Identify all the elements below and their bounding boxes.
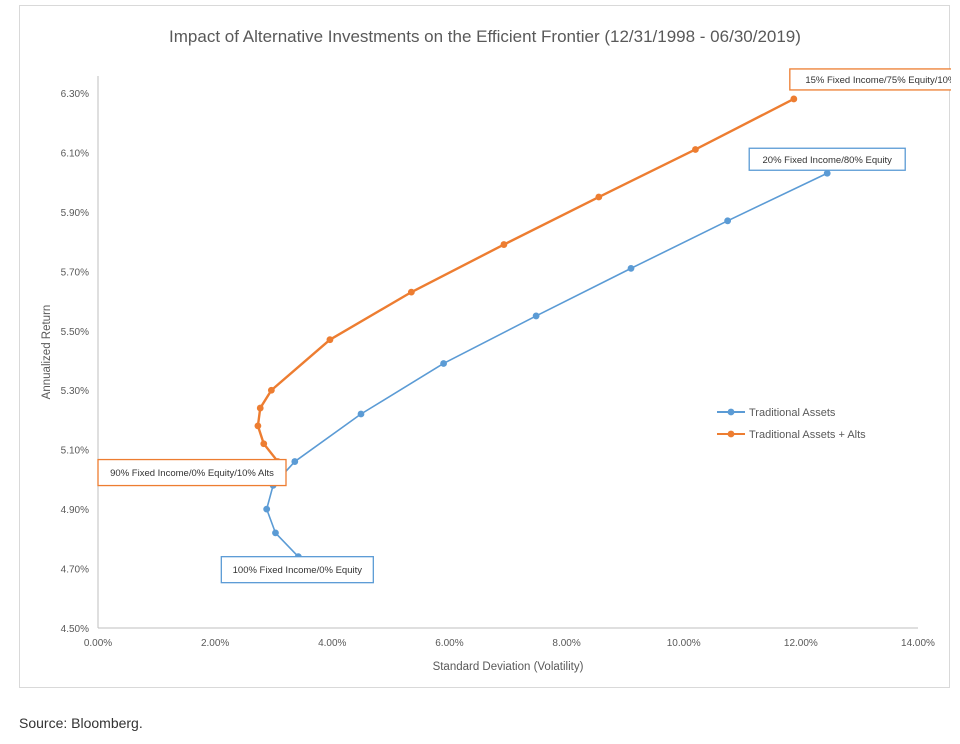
series-layer xyxy=(254,95,831,561)
callout-3: 90% Fixed Income/0% Equity/10% Alts xyxy=(97,458,287,487)
y-tick-label: 5.30% xyxy=(61,386,89,397)
series-line xyxy=(265,172,828,558)
y-tick-label: 5.50% xyxy=(61,327,89,338)
data-point xyxy=(595,193,603,201)
chart-title: Impact of Alternative Investments on the… xyxy=(169,27,801,46)
chart-frame: Impact of Alternative Investments on the… xyxy=(19,5,951,688)
y-tick-label: 4.50% xyxy=(61,624,89,635)
y-tick-label: 5.90% xyxy=(61,208,89,219)
legend-label: Traditional Assets + Alts xyxy=(749,429,866,441)
data-point xyxy=(267,386,275,394)
axes xyxy=(97,76,918,629)
y-tick-label: 5.10% xyxy=(61,446,89,457)
series-traditional-assets-alts xyxy=(254,95,798,465)
x-tick-label: 4.00% xyxy=(318,638,346,649)
y-axis-label: Annualized Return xyxy=(41,305,53,400)
callout-label: 15% Fixed Income/75% Equity/10% Alts xyxy=(805,75,951,86)
data-point xyxy=(440,360,447,367)
data-point xyxy=(260,440,268,448)
data-point xyxy=(357,410,365,418)
data-point xyxy=(263,505,271,513)
data-point xyxy=(254,422,262,430)
data-point xyxy=(256,404,264,412)
data-point xyxy=(272,529,279,537)
data-point xyxy=(724,217,732,225)
data-point xyxy=(790,95,798,103)
data-point xyxy=(291,458,299,465)
source-note: Source: Bloomberg. xyxy=(19,715,143,731)
x-tick-label: 6.00% xyxy=(435,638,463,649)
y-tick-label: 6.30% xyxy=(61,89,89,100)
x-axis-label: Standard Deviation (Volatility) xyxy=(433,661,584,673)
efficient-frontier-chart: Impact of Alternative Investments on the… xyxy=(41,27,951,673)
legend-swatch-marker xyxy=(727,430,735,438)
data-point xyxy=(823,169,831,177)
data-point xyxy=(326,336,334,344)
legend-swatch-marker xyxy=(727,408,735,416)
data-point xyxy=(627,264,635,272)
y-tick-label: 5.70% xyxy=(61,267,89,278)
legend-entry: Traditional Assets + Alts xyxy=(717,429,866,441)
callout-2: 20% Fixed Income/80% Equity xyxy=(748,147,906,171)
x-tick-labels: 0.00% 2.00% 4.00% 6.00% 8.00% 10.00% 12.00% 14.… xyxy=(84,638,935,649)
data-point xyxy=(532,312,540,320)
data-point xyxy=(500,241,508,248)
callout-1: 15% Fixed Income/75% Equity/10% Alts xyxy=(789,68,951,91)
x-tick-label: 0.00% xyxy=(84,638,112,649)
y-tick-label: 4.70% xyxy=(61,565,89,576)
y-tick-labels: 4.50% 4.70% 4.90% 5.10% 5.30% 5.50% 5.70% 5.90%… xyxy=(61,89,89,635)
x-tick-label: 10.00% xyxy=(667,638,701,649)
legend-label: Traditional Assets xyxy=(749,407,836,419)
callout-box xyxy=(97,458,287,487)
x-tick-label: 14.00% xyxy=(901,638,935,649)
series-line xyxy=(256,97,795,463)
data-point xyxy=(692,146,699,153)
legend-entry: Traditional Assets xyxy=(717,407,836,419)
callout-box xyxy=(220,556,374,584)
callout-box xyxy=(789,68,951,91)
callout-box xyxy=(748,147,906,171)
callout-label: 20% Fixed Income/80% Equity xyxy=(763,155,893,166)
x-tick-label: 8.00% xyxy=(552,638,580,649)
legend: Traditional Assets Traditional Assets + A… xyxy=(717,407,866,441)
callout-label: 90% Fixed Income/0% Equity/10% Alts xyxy=(110,468,274,479)
y-tick-label: 6.10% xyxy=(61,148,89,159)
callouts: 15% Fixed Income/75% Equity/10% Alts 20% … xyxy=(97,68,951,584)
x-tick-label: 12.00% xyxy=(784,638,818,649)
series-traditional-assets xyxy=(263,169,831,561)
x-tick-label: 2.00% xyxy=(201,638,229,649)
callout-4: 100% Fixed Income/0% Equity xyxy=(220,556,374,584)
y-tick-label: 4.90% xyxy=(61,505,89,516)
callout-label: 100% Fixed Income/0% Equity xyxy=(233,565,363,576)
data-point xyxy=(407,288,415,296)
